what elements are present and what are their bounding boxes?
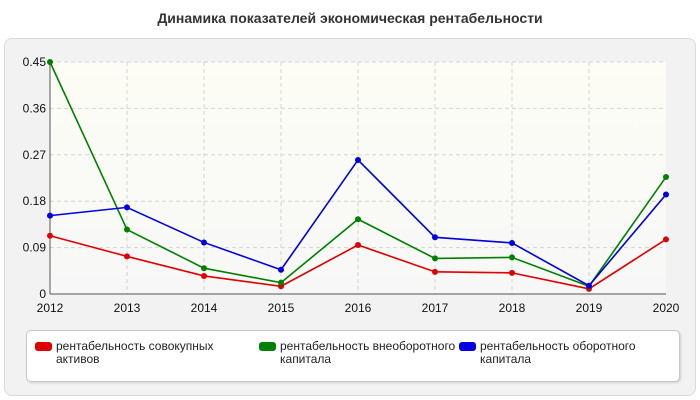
legend-item-assets[interactable]: рентабельность совокупных активов — [35, 340, 236, 366]
x-tick-label: 2019 — [576, 301, 603, 315]
x-tick-label: 2012 — [37, 301, 64, 315]
data-point-2 — [47, 212, 53, 219]
x-tick-label: 2016 — [345, 301, 372, 315]
legend-label: рентабельность совокупных активов — [56, 339, 214, 366]
data-point-2 — [509, 239, 515, 246]
data-point-1 — [432, 255, 438, 262]
x-axis-ticks: 2012 2013 2014 2015 2016 2017 2018 2019 2020 — [37, 301, 680, 315]
y-tick-label: 0.36 — [23, 101, 47, 115]
x-tick-label: 2015 — [268, 301, 295, 315]
grid-lines — [50, 61, 666, 294]
data-point-2 — [201, 239, 207, 246]
x-tick-label: 2018 — [499, 301, 526, 315]
data-point-1 — [355, 216, 361, 223]
data-point-0 — [663, 236, 669, 243]
data-point-1 — [278, 279, 284, 286]
axes — [49, 62, 666, 295]
data-point-0 — [47, 232, 53, 239]
data-point-1 — [47, 59, 53, 65]
x-tick-label: 2014 — [191, 301, 218, 315]
x-tick-label: 2017 — [422, 301, 449, 315]
legend-item-noncurrent[interactable]: рентабельность внеоборотного капитала — [259, 340, 460, 366]
chart-title: Динамика показателей экономическая рента… — [157, 10, 543, 26]
data-point-2 — [355, 156, 361, 163]
data-point-2 — [432, 234, 438, 241]
legend-label: рентабельность оборотного капитала — [480, 339, 636, 366]
data-point-2 — [124, 204, 130, 211]
data-point-0 — [201, 272, 207, 279]
series-layer — [47, 59, 669, 292]
legend-swatch — [35, 342, 52, 351]
data-point-1 — [663, 173, 669, 180]
data-point-0 — [432, 268, 438, 275]
y-axis-ticks: 0 0.09 0.18 0.27 0.36 0.45 — [23, 55, 47, 301]
y-tick-label: 0 — [39, 287, 46, 301]
y-tick-label: 0.27 — [23, 148, 47, 162]
data-point-1 — [509, 254, 515, 261]
data-point-0 — [509, 269, 515, 276]
x-tick-label: 2013 — [114, 301, 141, 315]
legend-label: рентабельность внеоборотного капитала — [280, 339, 456, 366]
data-point-0 — [355, 242, 361, 249]
legend-swatch — [259, 342, 276, 351]
legend-item-current[interactable]: рентабельность оборотного капитала — [459, 340, 660, 366]
legend-swatch — [459, 342, 476, 351]
y-tick-label: 0.09 — [23, 241, 47, 255]
data-point-2 — [278, 266, 284, 273]
x-tick-label: 2020 — [653, 301, 680, 315]
y-tick-label: 0.45 — [23, 55, 47, 69]
y-tick-label: 0.18 — [23, 194, 47, 208]
data-point-0 — [124, 253, 130, 260]
data-point-2 — [663, 191, 669, 198]
data-point-1 — [124, 226, 130, 233]
data-point-2 — [586, 282, 592, 289]
data-point-1 — [201, 265, 207, 272]
legend: рентабельность совокупных активов рентаб… — [26, 330, 680, 382]
